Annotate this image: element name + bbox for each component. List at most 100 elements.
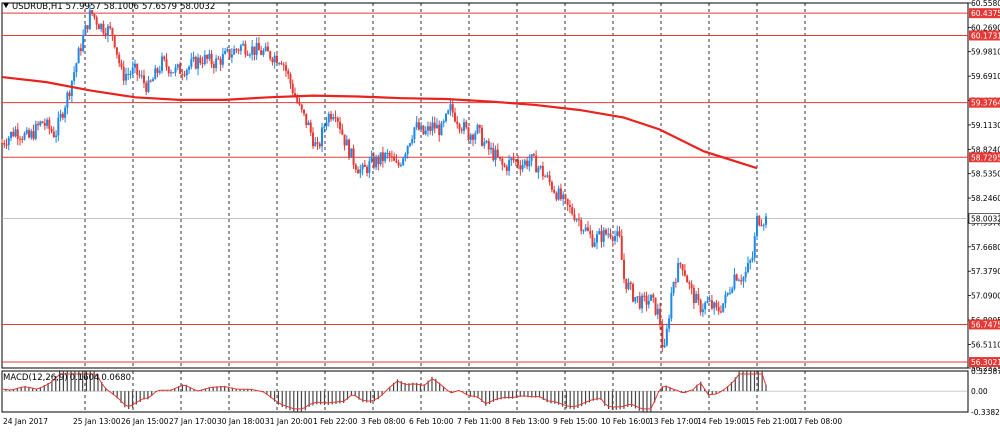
price-pane-frame	[1, 2, 969, 369]
candle-body	[665, 328, 668, 346]
candle-body	[161, 56, 164, 71]
candle-body	[566, 198, 569, 205]
candle-body	[19, 138, 22, 140]
candle-body	[50, 128, 53, 132]
candle-body	[755, 215, 758, 237]
candle-body	[95, 17, 98, 25]
level-tag	[969, 319, 1000, 330]
candle-body	[219, 59, 222, 65]
candle-body	[591, 234, 594, 247]
candle-body	[339, 121, 342, 130]
candle-body	[483, 142, 486, 146]
candle-body	[528, 160, 531, 167]
level-tag-label: 59.3764	[971, 99, 1000, 108]
macd-header: MACD(12,26,9) 0.1604 0.0680	[3, 373, 133, 383]
candle-body	[30, 131, 33, 138]
candle-body	[336, 118, 339, 122]
candle-body	[397, 162, 400, 166]
macd-signal-value: 0.0680	[101, 373, 132, 383]
candle-body	[302, 109, 305, 114]
candle-body	[393, 156, 396, 161]
candle-body	[88, 10, 91, 30]
candle-body	[102, 23, 105, 34]
candle-body	[318, 143, 321, 147]
candle-body	[713, 302, 716, 309]
candle-body	[377, 156, 380, 165]
candle-body	[690, 284, 693, 288]
candle-body	[431, 122, 434, 131]
dropdown-icon[interactable]	[3, 3, 9, 8]
candle-body	[740, 280, 743, 282]
candle-body	[722, 303, 725, 312]
candle-body	[253, 46, 256, 55]
candle-body	[388, 152, 391, 157]
candle-body	[140, 75, 143, 77]
candle-body	[70, 80, 73, 97]
candle-body	[697, 293, 700, 301]
candle-body	[97, 24, 100, 30]
high-value: 58.1006	[103, 2, 139, 12]
candle-body	[208, 53, 211, 59]
candle-body	[316, 142, 319, 144]
candle-body	[679, 263, 682, 265]
candle-body	[289, 74, 292, 84]
candle-body	[246, 54, 249, 56]
candle-body	[546, 175, 549, 177]
candle-body	[201, 62, 204, 64]
candle-body	[172, 72, 175, 74]
candle-body	[505, 166, 508, 171]
candle-body	[370, 156, 373, 162]
candle-body	[632, 283, 635, 302]
time-tick-label: 25 Jan 13:00	[73, 417, 121, 426]
candle-body	[156, 68, 159, 73]
candle-body	[122, 66, 125, 81]
candle-body	[185, 69, 188, 76]
candle-body	[104, 33, 107, 36]
candle-body	[34, 123, 37, 139]
candle-body	[43, 123, 46, 126]
macd-tick-label: 0.32587	[971, 367, 1000, 376]
candle-body	[451, 104, 454, 113]
candle-body	[625, 278, 628, 289]
candle-body	[79, 48, 82, 51]
candle-body	[233, 49, 236, 55]
candle-body	[728, 292, 731, 294]
macd-pane-frame	[1, 370, 969, 413]
candle-body	[55, 135, 58, 138]
candle-body	[406, 146, 409, 155]
candle-body	[553, 189, 556, 193]
candle-body	[82, 35, 85, 51]
time-tick-label: 1 Feb 22:00	[313, 417, 358, 426]
candle-body	[557, 188, 560, 200]
candle-body	[296, 96, 299, 103]
candle-body	[224, 50, 227, 55]
candle-body	[478, 125, 481, 128]
candle-body	[413, 127, 416, 140]
price-tick-label: 59.1130	[971, 121, 1000, 130]
chart-header: USDRUB,H1 57.9957 58.1006 57.6579 58.0032	[3, 2, 218, 12]
candle-body	[402, 158, 405, 166]
candle-body	[442, 121, 445, 123]
level-tag	[969, 357, 1000, 368]
time-tick-label: 7 Feb 11:00	[457, 417, 502, 426]
level-tag	[969, 30, 1000, 41]
candle-body	[124, 74, 127, 81]
price-tick-label: 57.3790	[971, 267, 1000, 276]
candle-body	[548, 175, 551, 183]
time-tick-label: 24 Jan 2017	[3, 417, 48, 426]
candle-body	[440, 122, 443, 136]
candle-body	[32, 131, 35, 139]
candle-body	[530, 154, 533, 161]
candle-body	[269, 51, 272, 59]
candle-body	[573, 214, 576, 221]
candle-body	[467, 127, 470, 141]
candle-body	[508, 160, 511, 171]
candle-body	[59, 113, 62, 118]
candle-body	[526, 160, 529, 167]
candle-body	[131, 67, 134, 74]
candle-body	[704, 302, 707, 310]
candle-body	[133, 63, 136, 68]
open-value: 57.9957	[65, 2, 101, 12]
candle-body	[643, 295, 646, 297]
candle-body	[341, 129, 344, 135]
